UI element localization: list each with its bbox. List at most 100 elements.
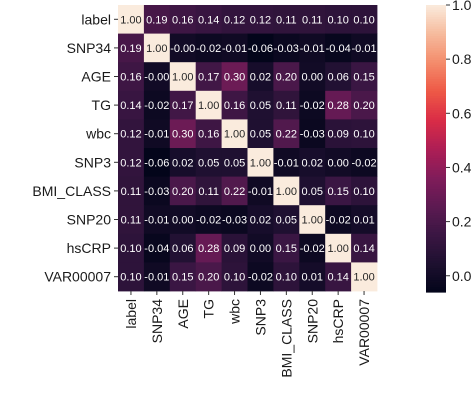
heatmap-cell bbox=[273, 5, 300, 34]
colorbar-segment bbox=[426, 148, 446, 152]
heatmap-cell bbox=[273, 90, 300, 120]
colorbar-segment bbox=[426, 284, 446, 288]
heatmap-cell bbox=[118, 205, 145, 235]
colorbar-segment bbox=[426, 153, 446, 157]
colorbar-segment bbox=[426, 5, 446, 8]
colorbar-segment bbox=[426, 258, 446, 262]
heatmap-cell bbox=[351, 33, 378, 63]
heatmap-cell bbox=[351, 262, 378, 292]
heatmap-cell bbox=[143, 62, 171, 92]
colorbar-segment bbox=[426, 155, 446, 159]
colorbar-segment bbox=[426, 40, 446, 44]
colorbar-segment bbox=[426, 174, 446, 178]
colorbar-segment bbox=[426, 196, 446, 200]
colorbar-segment bbox=[426, 189, 446, 193]
colorbar-segment bbox=[426, 33, 446, 37]
heatmap-cell bbox=[221, 33, 248, 63]
colorbar-segment bbox=[426, 184, 446, 188]
colorbar-segment bbox=[426, 126, 446, 130]
colorbar-segment bbox=[426, 172, 446, 176]
colorbar-segment bbox=[426, 229, 446, 233]
cell-value-label: 0.16 bbox=[198, 129, 219, 141]
heatmap-cell bbox=[325, 233, 352, 263]
heatmap-cell bbox=[195, 205, 222, 235]
heatmap-cell bbox=[247, 148, 274, 177]
cell-value-label: 0.14 bbox=[327, 272, 348, 284]
cell-value-label: 0.20 bbox=[172, 186, 193, 198]
cell-value-label: -0.06 bbox=[144, 157, 169, 169]
cell-value-label: -0.04 bbox=[144, 243, 169, 255]
colorbar-segment bbox=[426, 158, 446, 162]
colorbar-segment bbox=[426, 205, 446, 209]
cell-value-label: 0.00 bbox=[250, 243, 271, 255]
cell-value-label: 0.11 bbox=[198, 186, 219, 198]
cell-value-label: 0.05 bbox=[302, 186, 323, 198]
colorbar-segment bbox=[426, 62, 446, 66]
heatmap-cell bbox=[299, 5, 326, 34]
colorbar-segment bbox=[426, 93, 446, 97]
cell-value-label: -0.00 bbox=[170, 43, 195, 55]
heatmap-cell bbox=[195, 33, 222, 63]
colorbar-segment bbox=[426, 150, 446, 154]
x-tick-label: SNP34 bbox=[149, 299, 165, 344]
heatmap-cell bbox=[118, 62, 145, 92]
colorbar-segment bbox=[426, 239, 446, 243]
colorbar-segment bbox=[426, 119, 446, 123]
colorbar-segment bbox=[426, 136, 446, 140]
cell-value-label: 0.15 bbox=[172, 272, 193, 284]
cell-value-label: 0.19 bbox=[146, 14, 167, 26]
colorbar-segment bbox=[426, 129, 446, 133]
cell-value-label: 0.11 bbox=[276, 100, 297, 112]
cell-value-label: -0.03 bbox=[274, 43, 299, 55]
colorbar-segment bbox=[426, 134, 446, 138]
heatmap-cell bbox=[351, 233, 378, 263]
colorbar-segment bbox=[426, 71, 446, 75]
colorbar-segment bbox=[426, 210, 446, 214]
colorbar-segment bbox=[426, 88, 446, 92]
colorbar-segment bbox=[426, 131, 446, 135]
colorbar-segment bbox=[426, 287, 446, 291]
colorbar-segment bbox=[426, 48, 446, 52]
cell-value-label: 0.10 bbox=[276, 272, 297, 284]
heatmap-cell bbox=[247, 90, 274, 120]
cell-value-label: -0.01 bbox=[248, 186, 273, 198]
cell-value-label: 0.14 bbox=[198, 14, 219, 26]
colorbar-segment bbox=[426, 177, 446, 181]
cell-value-label: 1.00 bbox=[353, 272, 374, 284]
y-tick-label: BMI_CLASS bbox=[32, 183, 111, 199]
cell-value-label: 0.19 bbox=[120, 43, 141, 55]
cell-value-label: -0.02 bbox=[248, 272, 273, 284]
x-tick-label: SNP20 bbox=[304, 299, 320, 344]
heatmap-cell bbox=[118, 148, 145, 177]
cell-value-label: 1.00 bbox=[250, 157, 271, 169]
colorbar-tick-label: 1.0 bbox=[452, 0, 472, 13]
heatmap-cell bbox=[247, 262, 274, 292]
heatmap-cell bbox=[273, 176, 300, 206]
cell-value-label: 0.12 bbox=[120, 129, 141, 141]
colorbar-segment bbox=[426, 215, 446, 219]
colorbar-segment bbox=[426, 43, 446, 47]
heatmap-cell bbox=[169, 90, 197, 120]
heatmap-cell bbox=[247, 33, 274, 63]
heatmap-cell bbox=[195, 119, 222, 149]
colorbar-segment bbox=[426, 76, 446, 80]
cell-value-label: 0.02 bbox=[172, 157, 193, 169]
heatmap-cell bbox=[221, 119, 248, 149]
heatmap-cell bbox=[221, 90, 248, 120]
heatmap-cell bbox=[325, 62, 352, 92]
colorbar-segment bbox=[426, 244, 446, 248]
colorbar-segment bbox=[426, 81, 446, 85]
cell-value-label: -0.02 bbox=[352, 157, 377, 169]
heatmap-cell bbox=[273, 62, 300, 92]
colorbar-segment bbox=[426, 222, 446, 226]
cell-value-label: 0.20 bbox=[276, 72, 297, 84]
heatmap-cell bbox=[325, 176, 352, 206]
colorbar-segment bbox=[426, 256, 446, 260]
cell-value-label: 0.16 bbox=[172, 14, 193, 26]
cell-value-label: 0.12 bbox=[120, 157, 141, 169]
colorbar-segment bbox=[426, 50, 446, 54]
colorbar-segment bbox=[426, 263, 446, 267]
heatmap-cell bbox=[143, 176, 171, 206]
colorbar-segment bbox=[426, 234, 446, 238]
cell-value-label: -0.02 bbox=[300, 243, 325, 255]
